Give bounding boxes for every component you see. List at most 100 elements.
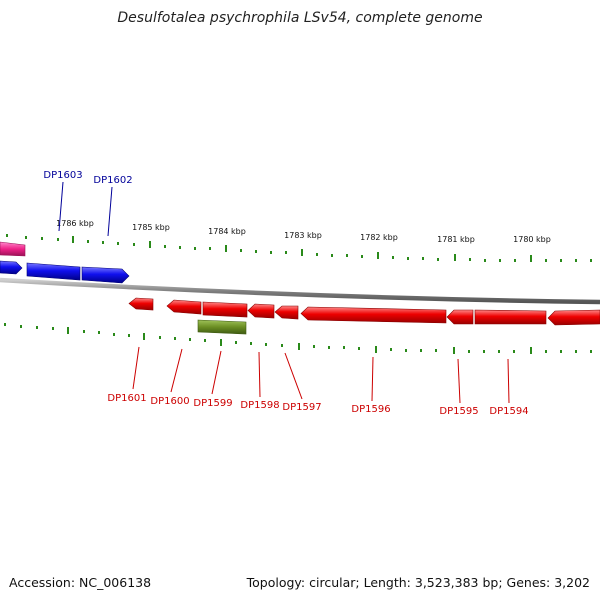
tick-minor bbox=[113, 333, 115, 336]
leader-line bbox=[371, 356, 374, 402]
tick-major bbox=[149, 241, 151, 248]
tick-minor bbox=[469, 258, 471, 261]
tick-minor bbox=[498, 350, 500, 353]
olive-feature[interactable] bbox=[197, 319, 247, 335]
gene-label[interactable]: DP1599 bbox=[193, 398, 232, 409]
tick-minor bbox=[358, 347, 360, 350]
tick-major bbox=[454, 254, 456, 261]
tick-major bbox=[375, 346, 377, 353]
tick-minor bbox=[255, 250, 257, 253]
gene-label[interactable]: DP1600 bbox=[150, 396, 189, 407]
tick-minor bbox=[189, 338, 191, 341]
reverse-gene-arrow[interactable] bbox=[128, 297, 154, 311]
tick-minor bbox=[575, 350, 577, 353]
tick-minor bbox=[174, 337, 176, 340]
leader-line bbox=[107, 186, 113, 237]
tick-minor bbox=[513, 350, 515, 353]
scale-label: 1784 kbp bbox=[208, 227, 246, 236]
dna-backbone bbox=[0, 277, 600, 305]
leader-line bbox=[132, 346, 140, 390]
tick-minor bbox=[52, 327, 54, 330]
tick-minor bbox=[484, 259, 486, 262]
tick-major bbox=[225, 245, 227, 252]
genome-summary-label: Topology: circular; Length: 3,523,383 bp… bbox=[246, 575, 590, 590]
tick-minor bbox=[313, 345, 315, 348]
tick-minor bbox=[285, 251, 287, 254]
gene-label[interactable]: DP1596 bbox=[351, 404, 390, 415]
tick-minor bbox=[514, 259, 516, 262]
tick-minor bbox=[590, 259, 592, 262]
accession-label: Accession: NC_006138 bbox=[9, 575, 152, 590]
tick-minor bbox=[240, 249, 242, 252]
scale-labels: 1786 kbp 1785 kbp 1784 kbp 1783 kbp 1782… bbox=[56, 219, 551, 244]
tick-minor bbox=[420, 349, 422, 352]
forward-gene-arrow[interactable] bbox=[0, 260, 23, 275]
tick-minor bbox=[133, 243, 135, 246]
scale-label: 1781 kbp bbox=[437, 235, 475, 244]
leader-line bbox=[284, 352, 303, 400]
inner-tick-track bbox=[4, 323, 592, 354]
tick-minor bbox=[25, 236, 27, 239]
tick-minor bbox=[281, 344, 283, 347]
scale-label: 1782 kbp bbox=[360, 233, 398, 242]
tick-minor bbox=[392, 256, 394, 259]
reverse-gene-arrow[interactable] bbox=[247, 303, 275, 319]
tick-minor bbox=[405, 349, 407, 352]
gene-label[interactable]: DP1595 bbox=[439, 406, 478, 417]
gene-label[interactable]: DP1597 bbox=[282, 402, 321, 413]
tick-minor bbox=[87, 240, 89, 243]
tick-minor bbox=[179, 246, 181, 249]
reverse-gene-arrow[interactable] bbox=[274, 305, 299, 320]
tick-minor bbox=[209, 247, 211, 250]
scale-label: 1785 kbp bbox=[132, 223, 170, 232]
tick-minor bbox=[560, 350, 562, 353]
leader-line bbox=[170, 348, 183, 393]
tick-minor bbox=[250, 342, 252, 345]
tick-minor bbox=[331, 254, 333, 257]
tick-minor bbox=[36, 326, 38, 329]
reverse-gene-arrow[interactable] bbox=[547, 309, 600, 326]
reverse-gene-arrow[interactable] bbox=[300, 306, 447, 324]
tick-minor bbox=[41, 237, 43, 240]
tick-minor bbox=[343, 346, 345, 349]
tick-major bbox=[67, 327, 69, 334]
gene-label[interactable]: DP1598 bbox=[240, 400, 279, 411]
reverse-gene-arrow[interactable] bbox=[446, 309, 474, 325]
tick-minor bbox=[575, 259, 577, 262]
tick-major bbox=[377, 252, 379, 259]
leader-line bbox=[507, 358, 510, 404]
tick-minor bbox=[361, 255, 363, 258]
gene-label[interactable]: DP1594 bbox=[489, 406, 528, 417]
tick-minor bbox=[128, 334, 130, 337]
tick-minor bbox=[6, 234, 8, 237]
tick-major bbox=[301, 249, 303, 256]
forward-gene-labels: DP1603 DP1602 bbox=[43, 170, 132, 186]
leader-line bbox=[58, 181, 64, 232]
tick-minor bbox=[164, 245, 166, 248]
tick-minor bbox=[159, 336, 161, 339]
tick-minor bbox=[83, 330, 85, 333]
tick-major bbox=[298, 343, 300, 350]
tick-major bbox=[530, 255, 532, 262]
gene-label[interactable]: DP1602 bbox=[93, 175, 132, 186]
pink-gene[interactable] bbox=[0, 241, 26, 257]
reverse-gene-arrow[interactable] bbox=[166, 299, 202, 315]
reverse-gene-labels: DP1601 DP1600 DP1599 DP1598 DP1597 DP159… bbox=[107, 393, 528, 417]
forward-gene-arrow[interactable] bbox=[81, 266, 130, 284]
tick-minor bbox=[20, 325, 22, 328]
tick-minor bbox=[422, 257, 424, 260]
gene-label[interactable]: DP1601 bbox=[107, 393, 146, 404]
reverse-gene-arrow[interactable] bbox=[202, 301, 248, 318]
tick-minor bbox=[437, 258, 439, 261]
tick-minor bbox=[57, 238, 59, 241]
forward-gene-arrow[interactable] bbox=[26, 262, 81, 281]
scale-label: 1780 kbp bbox=[513, 235, 551, 244]
reverse-gene-arrow[interactable] bbox=[474, 309, 547, 325]
leader-line bbox=[457, 358, 461, 404]
tick-minor bbox=[468, 350, 470, 353]
outer-tick-track bbox=[6, 234, 592, 262]
tick-minor bbox=[545, 350, 547, 353]
tick-minor bbox=[545, 259, 547, 262]
tick-minor bbox=[316, 253, 318, 256]
gene-label[interactable]: DP1603 bbox=[43, 170, 82, 181]
